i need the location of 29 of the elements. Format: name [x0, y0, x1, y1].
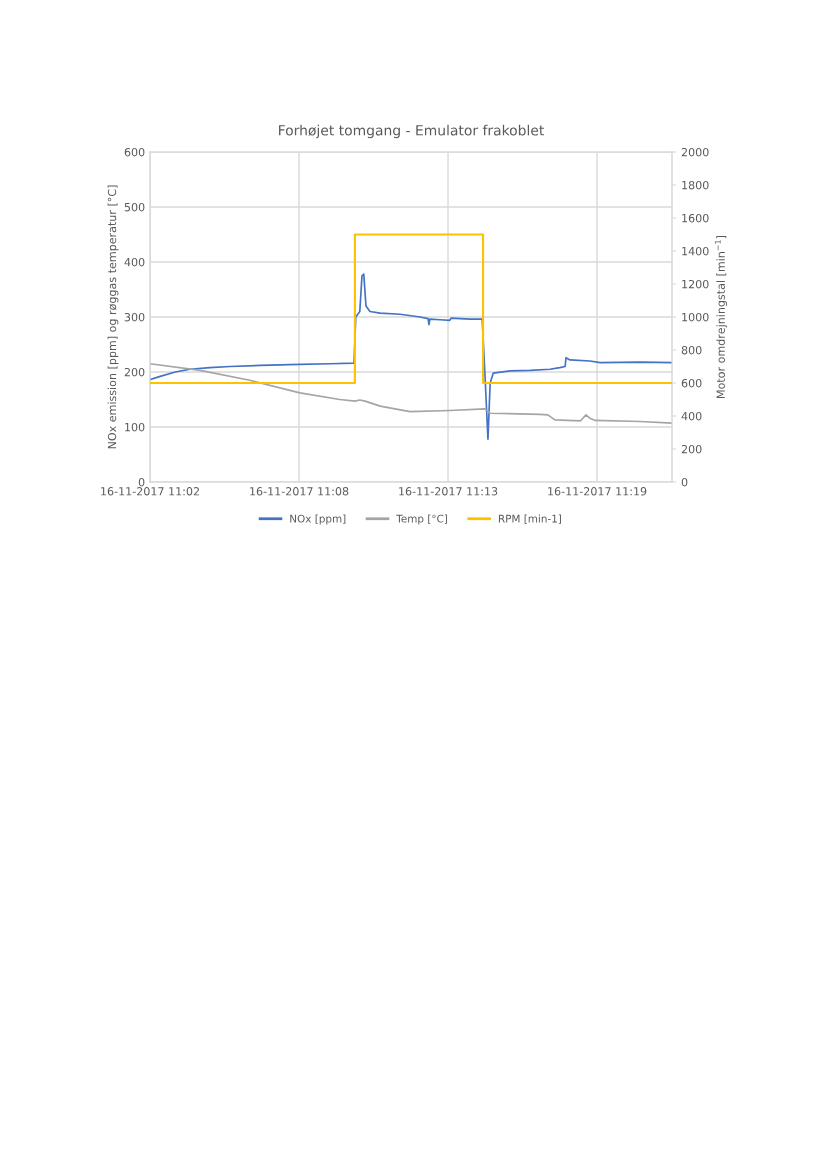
chart-title: Forhøjet tomgang - Emulator frakoblet — [279, 124, 544, 139]
legend-label: NOx [ppm] — [290, 514, 346, 525]
y-tick-label: 400 — [124, 257, 145, 267]
y2-tick-label: 1400 — [682, 246, 709, 256]
y2-tick-label: 600 — [681, 378, 702, 388]
y2-tick-label: 200 — [681, 444, 702, 454]
y2-tick-label: 1200 — [682, 279, 709, 289]
x-tick-label: 16-11-2017 11:19 — [548, 487, 647, 496]
y-axis-title: NOx emission [ppm] og røggas temperatur [°C] — [107, 185, 119, 449]
y-tick-label: 100 — [125, 422, 145, 432]
line-series — [150, 362, 672, 424]
x-tick-label: 16-11-2017 11:13 — [399, 487, 498, 496]
y2-tick-label: 1000 — [682, 312, 709, 322]
y2-tick-label: 800 — [681, 345, 702, 355]
y-tick-label: 300 — [124, 312, 145, 322]
y-tick-label: 600 — [124, 147, 145, 157]
y-tick-label: 0 — [138, 477, 145, 487]
x-tick-label: 16-11-2017 11:02 — [101, 487, 199, 496]
y-tick-label: 500 — [124, 202, 145, 212]
y2-tick-label: 1600 — [682, 213, 709, 223]
x-tick-label: 16-11-2017 11:08 — [250, 487, 349, 496]
legend-label: Temp [°C] — [396, 514, 448, 525]
y2-tick-label: 400 — [681, 411, 702, 421]
y-tick-label: 200 — [124, 367, 145, 377]
legend-label: RPM [min-1] — [498, 514, 561, 524]
y2-tick-label: 2000 — [681, 147, 709, 157]
y2-tick-label: 1800 — [682, 180, 709, 190]
y2-axis-title: Motor omdrejningstal [min$^{−1}$] — [714, 235, 728, 398]
y2-tick-label: 0 — [681, 477, 688, 487]
